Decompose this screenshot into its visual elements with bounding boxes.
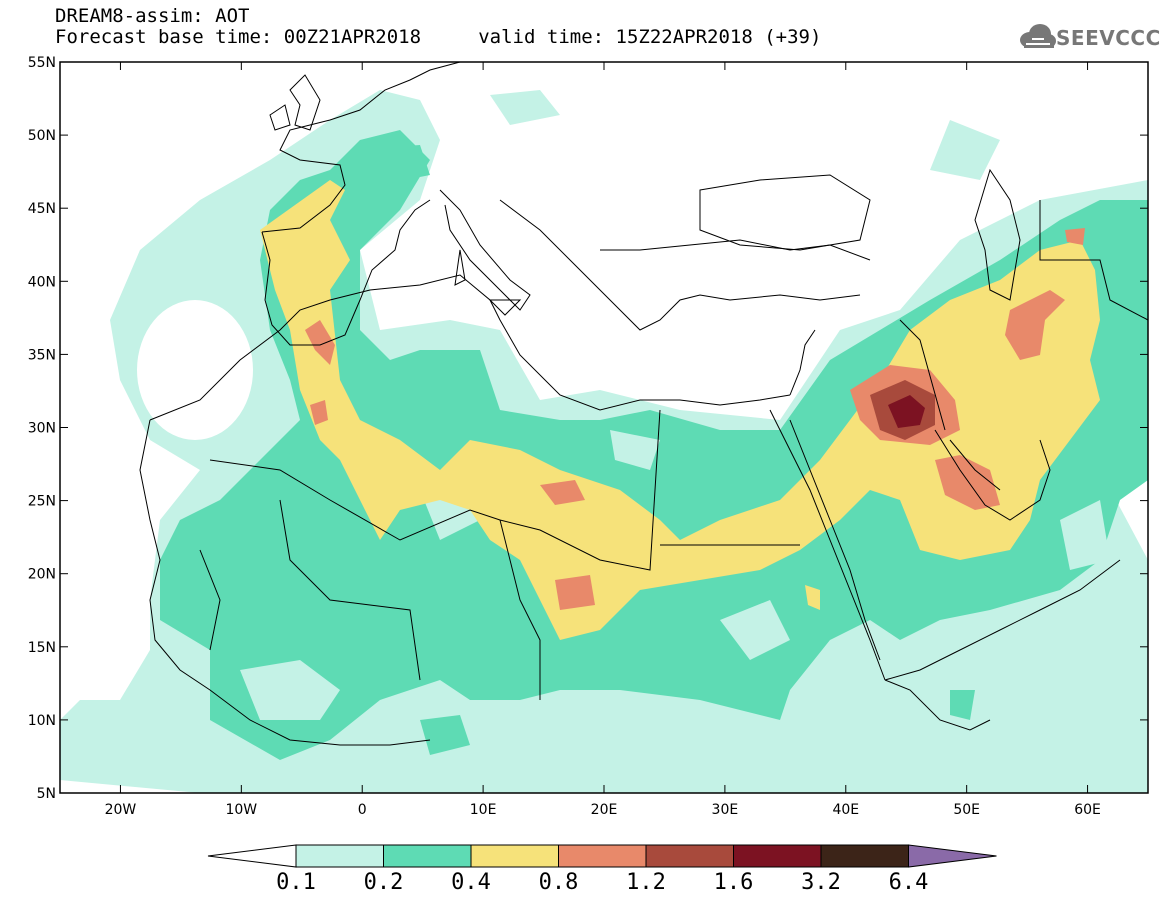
lat-label: 25N <box>28 494 56 510</box>
lon-label: 10W <box>225 802 257 818</box>
lat-label: 55N <box>28 55 56 71</box>
lon-label: 20E <box>591 802 618 818</box>
logo-text: SEEVCCC <box>1056 26 1161 50</box>
coastlines <box>139 62 1148 746</box>
lon-label: 10E <box>470 802 497 818</box>
lat-label: 30N <box>28 421 56 437</box>
colorbar-label: 6.4 <box>889 870 929 895</box>
lon-label: 20W <box>105 802 137 818</box>
colorbar-label: 1.6 <box>714 870 754 895</box>
lon-label: 40E <box>832 802 859 818</box>
colorbar-label: 0.8 <box>539 870 579 895</box>
map-subtitle: Forecast base time: 00Z21APR2018 valid t… <box>55 26 822 48</box>
colorbar-max-arrow <box>908 844 997 868</box>
lat-label: 5N <box>37 786 56 802</box>
colorbar-label: 3.2 <box>801 870 841 895</box>
map-title: DREAM8-assim: AOT <box>55 5 250 27</box>
colorbar-swatch <box>470 844 559 868</box>
lon-label: 0 <box>358 802 367 818</box>
lon-label: 60E <box>1074 802 1101 818</box>
lon-label: 50E <box>953 802 980 818</box>
lat-label: 45N <box>28 201 56 217</box>
colorbar-label: 1.2 <box>626 870 666 895</box>
lat-label: 35N <box>28 347 56 363</box>
colorbar-swatch <box>645 844 734 868</box>
lat-label: 20N <box>28 567 56 583</box>
colorbar-min-arrow <box>207 844 297 868</box>
cloud-icon <box>1020 24 1056 48</box>
seevccc-logo <box>1018 20 1158 60</box>
colorbar-swatch <box>733 844 822 868</box>
lon-label: 30E <box>712 802 739 818</box>
colorbar-swatch <box>295 844 384 868</box>
latitude-axis: 55N 50N 45N 40N 35N 30N 25N 20N 15N 10N 5N <box>28 55 1148 802</box>
colorbar-swatch <box>820 844 909 868</box>
dust-field <box>60 90 1148 793</box>
colorbar-label: 0.1 <box>276 870 316 895</box>
longitude-axis: 20W 10W 0 10E 20E 30E 40E 50E 60E <box>105 62 1101 818</box>
lat-label: 15N <box>28 640 56 656</box>
colorbar-swatch <box>558 844 647 868</box>
lat-label: 10N <box>28 713 56 729</box>
colorbar-swatch <box>383 844 472 868</box>
colorbar-label: 0.2 <box>364 870 404 895</box>
colorbar: 0.1 0.2 0.4 0.8 1.2 1.6 3.2 6.4 <box>207 844 997 895</box>
colorbar-label: 0.4 <box>451 870 491 895</box>
lat-label: 50N <box>28 128 56 144</box>
lat-label: 40N <box>28 274 56 290</box>
